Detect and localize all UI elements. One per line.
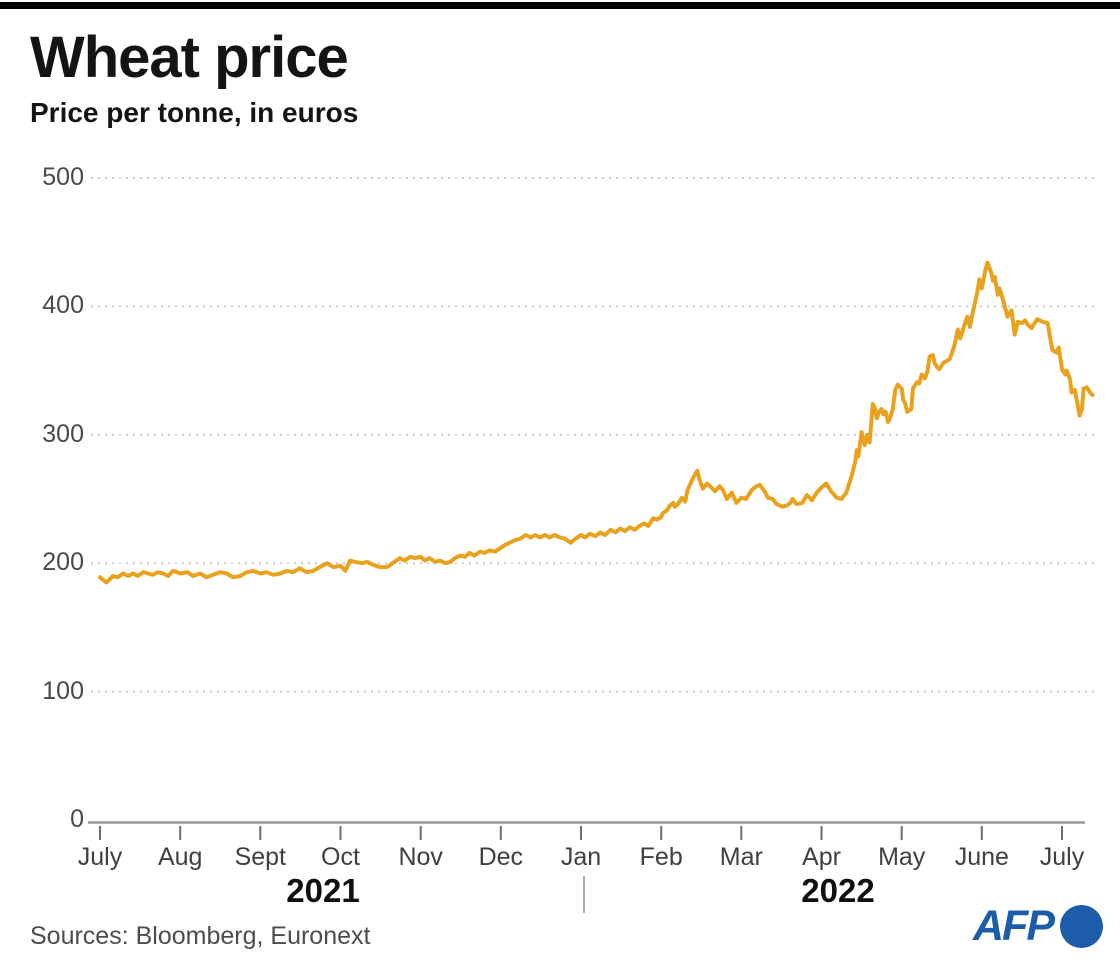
- year-label-2021: 2021: [286, 872, 360, 909]
- wheat-price-line: [98, 260, 1095, 585]
- afp-logo-dot-icon: [1060, 905, 1103, 948]
- x-axis-month-label: May: [878, 843, 926, 871]
- x-axis-month-label: June: [954, 843, 1009, 871]
- y-axis-label-200: 200: [42, 548, 84, 577]
- x-axis-month-label: Apr: [802, 843, 841, 871]
- y-axis-label-300: 300: [42, 419, 84, 448]
- y-axis-label-0: 0: [70, 805, 84, 833]
- chart-title: Wheat price: [30, 25, 349, 90]
- x-axis-month-label: Jan: [560, 843, 602, 871]
- year-label-2022: 2022: [801, 872, 875, 909]
- x-axis-month-label: Feb: [639, 843, 683, 871]
- x-axis-month-label: July: [1039, 843, 1085, 871]
- sources-note: Sources: Bloomberg, Euronext: [30, 922, 371, 950]
- top-bar: [0, 2, 1120, 9]
- afp-logo-text: AFP: [973, 902, 1055, 950]
- x-axis-month-label: Dec: [478, 843, 524, 871]
- x-axis-month-label: Sept: [234, 843, 287, 871]
- afp-logo: AFP: [973, 905, 1103, 948]
- x-axis-month-label: Aug: [157, 843, 203, 871]
- y-axis-label-400: 400: [42, 291, 84, 320]
- chart-subtitle: Price per tonne, in euros: [30, 97, 359, 128]
- y-axis-label-500: 500: [42, 163, 84, 191]
- x-axis-month-label: Nov: [398, 843, 443, 871]
- x-axis-month-label: Oct: [321, 843, 360, 871]
- y-axis-label-100: 100: [42, 676, 84, 705]
- x-axis-month-label: July: [77, 843, 123, 871]
- x-axis-month-label: Mar: [719, 843, 763, 871]
